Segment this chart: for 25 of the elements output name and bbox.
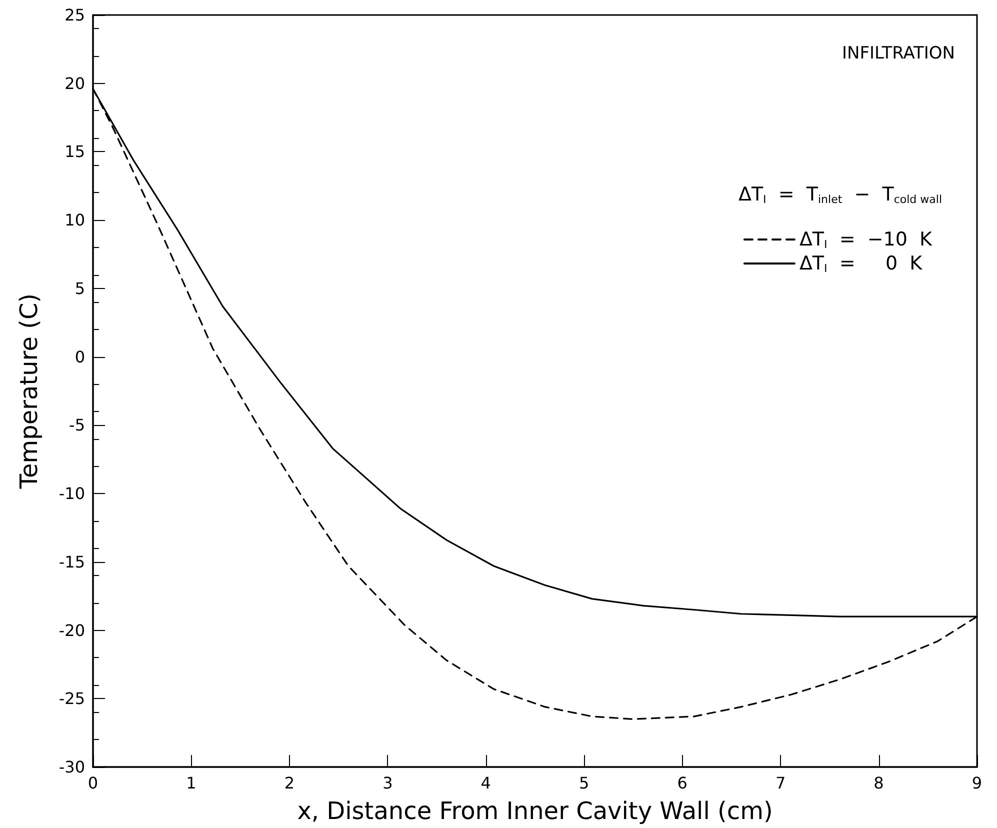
x-tick-label: 9 [972, 774, 982, 792]
x-tick-label: 4 [480, 774, 491, 792]
y-tick-label: 5 [74, 278, 85, 298]
y-tick-label: 25 [64, 6, 85, 24]
x-tick-label: 8 [874, 774, 884, 792]
x-tick-label: 2 [284, 774, 295, 792]
x-tick-label: 5 [579, 774, 590, 792]
y-tick-label: -5 [69, 416, 85, 435]
y-tick-label: -20 [58, 620, 85, 640]
y-axis-title: Temperature (C) [15, 293, 43, 490]
y-tick-label: 15 [64, 142, 85, 162]
y-tick-label: -25 [58, 689, 85, 708]
y-tick-label: 20 [64, 74, 85, 93]
y-tick-label: -15 [58, 552, 85, 572]
y-tick-label: -30 [58, 758, 85, 776]
y-tick-label: 10 [64, 210, 85, 230]
y-tick-label: 0 [74, 347, 85, 366]
x-tick-label: 3 [382, 774, 393, 792]
x-axis-title: x, Distance From Inner Cavity Wall (cm) [297, 797, 773, 825]
x-tick-label: 7 [775, 774, 786, 792]
y-tick-label: -10 [58, 484, 85, 504]
x-tick-label: 0 [88, 774, 98, 792]
annotation: INFILTRATION [842, 44, 956, 64]
x-tick-label: 1 [186, 774, 196, 792]
x-tick-label: 6 [677, 774, 688, 792]
